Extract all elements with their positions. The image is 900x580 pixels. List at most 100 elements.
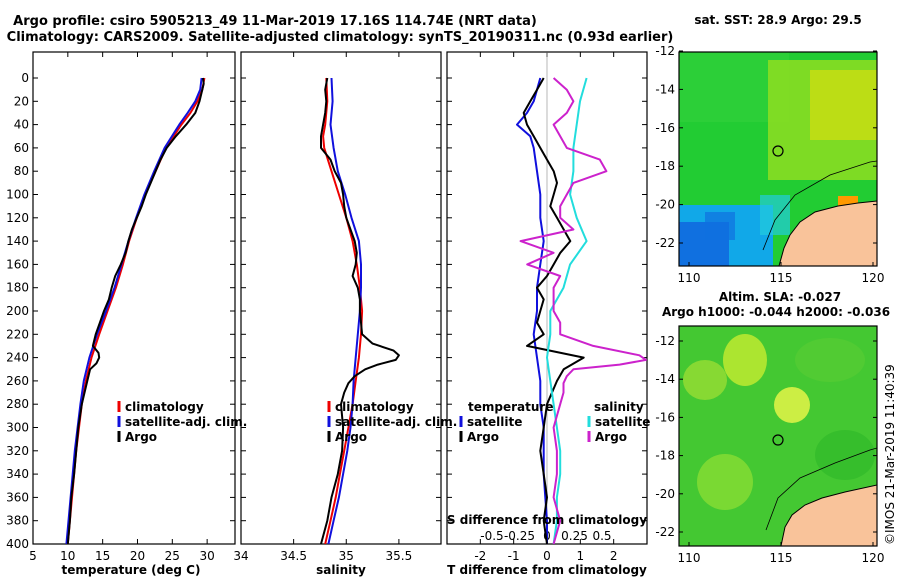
- map-lat-label: -16: [655, 410, 675, 424]
- series-line-satellite-temperature-: [516, 77, 548, 544]
- depth-tick-label: 140: [6, 234, 29, 248]
- map-lat-label: -12: [655, 334, 675, 348]
- s-difference-label: S difference from climatology: [447, 513, 647, 527]
- x-tick-label: 20: [130, 549, 145, 563]
- legend-title-temperature: temperature: [468, 400, 553, 414]
- depth-tick-label: 40: [14, 118, 29, 132]
- sst-map-frame: [678, 51, 878, 267]
- argo-location-marker: [772, 145, 784, 157]
- difference-xlabel: T difference from climatology: [447, 563, 647, 577]
- argo-location-marker-2: [772, 434, 784, 446]
- salinity-panel: 34 34.5 35 35.5 climatology satellite-adj. …: [233, 51, 457, 577]
- depth-tick-label: 80: [14, 164, 29, 178]
- x-tick-label: 35: [339, 549, 354, 563]
- x-tick-label: 1: [577, 549, 585, 563]
- x-tick-label: 25: [165, 549, 180, 563]
- depth-tick-label: 320: [6, 444, 29, 458]
- legend-label-climatology: climatology: [125, 400, 204, 414]
- temperature-frame: [32, 51, 236, 545]
- map-lat-label: -20: [655, 487, 675, 501]
- temperature-xlabel: temperature (deg C): [62, 563, 201, 577]
- depth-tick-label: 220: [6, 327, 29, 341]
- map-lon-label: 115: [770, 271, 793, 285]
- x-tick-label: 10: [60, 549, 75, 563]
- map-lat-label: -18: [655, 159, 675, 173]
- legend-label-t-satellite: satellite: [467, 415, 522, 429]
- s-tick-label: 0.25: [561, 529, 588, 543]
- sla-map-frame: [678, 325, 878, 547]
- title-line2: Climatology: CARS2009. Satellite-adjuste…: [7, 30, 674, 45]
- x-tick-label: 35.5: [386, 549, 413, 563]
- map-lat-label: -14: [655, 82, 675, 96]
- credit-text: ©IMOS 21-Mar-2019 11:40:39: [883, 364, 897, 545]
- depth-tick-label: 380: [6, 514, 29, 528]
- depth-tick-label: 400: [6, 537, 29, 551]
- series-line-satellite-adj-clim-: [327, 77, 362, 544]
- x-tick-label: -2: [474, 549, 486, 563]
- map-lat-label: -16: [655, 121, 675, 135]
- depth-tick-label: 180: [6, 281, 29, 295]
- series-line-argo: [66, 77, 205, 544]
- difference-panel: -2 -1 0 1 2-0.5 -0.25 0 0.25 0.5 temperature sal…: [446, 51, 650, 577]
- sst-map-title: sat. SST: 28.9 Argo: 29.5: [694, 13, 861, 27]
- temperature-panel: 0 20 40 60 80 100 120 140 160 180 200 220 240 260 280 3…: [6, 51, 247, 577]
- map-lat-label: -22: [655, 236, 675, 250]
- legend-label-climatology: climatology: [335, 400, 414, 414]
- sla-map: Altim. SLA: -0.027 Argo h1000: -0.044 h2…: [655, 290, 890, 565]
- salinity-xlabel: salinity: [316, 563, 366, 577]
- salinity-frame: [240, 51, 442, 545]
- sla-map-title1: Altim. SLA: -0.027: [719, 290, 841, 304]
- legend-label-s-satellite: satellite: [595, 415, 650, 429]
- map-lat-label: -22: [655, 525, 675, 539]
- depth-tick-label: 360: [6, 490, 29, 504]
- s-tick-label: -0.25: [504, 529, 535, 543]
- series-line-argo-salinity-: [519, 77, 647, 544]
- depth-tick-label: 60: [14, 141, 29, 155]
- map-lon-label: 110: [678, 551, 701, 565]
- s-tick-label: 0.5: [592, 529, 611, 543]
- x-tick-label: 15: [95, 549, 110, 563]
- legend-title-salinity: salinity: [594, 400, 644, 414]
- depth-tick-label: 100: [6, 188, 29, 202]
- map-lat-label: -12: [655, 44, 675, 58]
- legend-label-satellite: satellite-adj. clim.: [125, 415, 247, 429]
- depth-tick-label: 120: [6, 211, 29, 225]
- depth-tick-label: 340: [6, 467, 29, 481]
- sla-map-title2: Argo h1000: -0.044 h2000: -0.036: [662, 305, 890, 319]
- difference-legend: temperature salinity satellite Argo sate…: [459, 400, 650, 444]
- series-line-argo: [320, 77, 400, 544]
- series-line-satellite-adj-clim-: [65, 77, 203, 544]
- x-tick-label: 34.5: [280, 549, 307, 563]
- legend-label-satellite: satellite-adj. clim.: [335, 415, 457, 429]
- series-line-argo-temperature-: [522, 77, 585, 544]
- x-tick-label: 5: [29, 549, 37, 563]
- legend-label-argo: Argo: [335, 430, 367, 444]
- depth-tick-label: 20: [14, 94, 29, 108]
- legend-label-t-argo: Argo: [467, 430, 499, 444]
- title-line1: Argo profile: csiro 5905213_49 11-Mar-20…: [13, 14, 537, 29]
- map-lon-label: 120: [862, 271, 885, 285]
- series-line-satellite-salinity-: [546, 77, 588, 544]
- depth-tick-label: 240: [6, 351, 29, 365]
- x-tick-label: 34: [233, 549, 248, 563]
- depth-tick-label: 160: [6, 257, 29, 271]
- x-tick-label: 30: [199, 549, 214, 563]
- x-tick-label: 0: [543, 549, 551, 563]
- legend-label-argo: Argo: [125, 430, 157, 444]
- map-lat-label: -18: [655, 449, 675, 463]
- depth-tick-label: 0: [21, 71, 29, 85]
- sla-field: [679, 326, 877, 546]
- map-lon-label: 120: [862, 551, 885, 565]
- depth-tick-label: 260: [6, 374, 29, 388]
- map-lon-label: 115: [770, 551, 793, 565]
- depth-tick-label: 280: [6, 397, 29, 411]
- temperature-legend: climatology satellite-adj. clim. Argo: [117, 400, 247, 444]
- map-lon-label: 110: [678, 271, 701, 285]
- sst-field: [679, 52, 877, 266]
- sst-map: sat. SST: 28.9 Argo: 29.5 -12 -14 -16 -18 -2…: [655, 13, 884, 285]
- legend-label-s-argo: Argo: [595, 430, 627, 444]
- depth-tick-label: 300: [6, 421, 29, 435]
- map-lat-label: -20: [655, 198, 675, 212]
- depth-tick-label: 200: [6, 304, 29, 318]
